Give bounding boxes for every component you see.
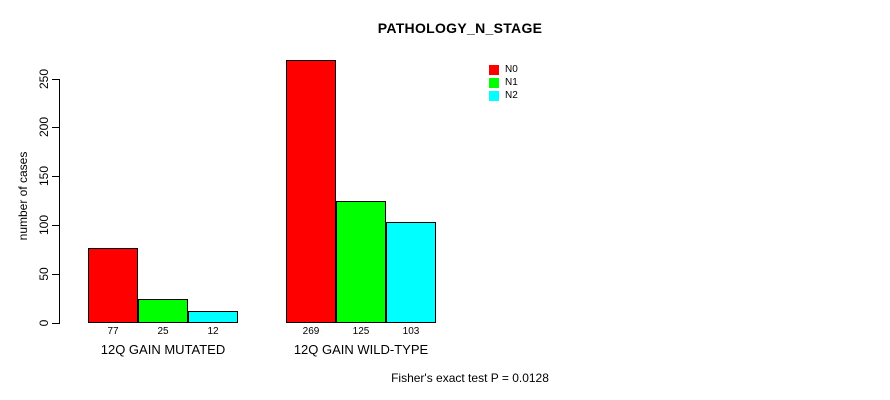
legend-swatch-n0 — [489, 65, 499, 75]
y-axis-line — [59, 78, 60, 324]
y-tick-mark — [52, 176, 59, 178]
y-tick-mark — [52, 225, 59, 227]
bar-n0-group1 — [88, 247, 138, 323]
legend-swatch-n2 — [489, 91, 499, 101]
bar-value-label: 125 — [352, 326, 370, 337]
y-tick-label: 50 — [37, 267, 51, 281]
y-tick-mark — [52, 274, 59, 276]
bar-value-label: 12 — [207, 326, 219, 337]
y-tick-mark — [52, 323, 59, 324]
category-label-group1: 12Q GAIN MUTATED — [100, 342, 226, 357]
legend-item-n0: N0 — [489, 65, 518, 75]
legend-label-n0: N0 — [505, 64, 518, 75]
bar-value-label: 77 — [107, 326, 119, 337]
bar-n1-group2 — [336, 200, 386, 324]
bar-n0-group2 — [286, 59, 336, 323]
footer-note: Fisher's exact test P = 0.0128 — [391, 371, 549, 385]
legend-item-n2: N2 — [489, 91, 518, 101]
y-tick-label: 150 — [37, 166, 51, 187]
legend-label-n2: N2 — [505, 90, 518, 101]
legend: N0 N1 N2 — [489, 65, 518, 104]
y-tick-label: 250 — [37, 68, 51, 89]
bar-n2-group1 — [188, 311, 238, 323]
chart-title: PATHOLOGY_N_STAGE — [377, 20, 543, 36]
category-label-group2: 12Q GAIN WILD-TYPE — [293, 342, 429, 357]
legend-item-n1: N1 — [489, 78, 518, 88]
y-tick-mark — [52, 127, 59, 129]
bar-value-label: 25 — [157, 326, 169, 337]
legend-label-n1: N1 — [505, 77, 518, 88]
y-tick-label: 100 — [37, 215, 51, 236]
bar-value-label: 103 — [402, 326, 420, 337]
legend-swatch-n1 — [489, 78, 499, 88]
y-tick-label: 0 — [37, 319, 51, 327]
bar-n1-group1 — [138, 298, 188, 323]
y-tick-label: 200 — [37, 117, 51, 138]
bar-value-label: 269 — [302, 326, 320, 337]
y-axis-label: number of cases — [16, 151, 30, 241]
y-tick-mark — [52, 78, 59, 80]
bar-n2-group2 — [386, 222, 436, 323]
